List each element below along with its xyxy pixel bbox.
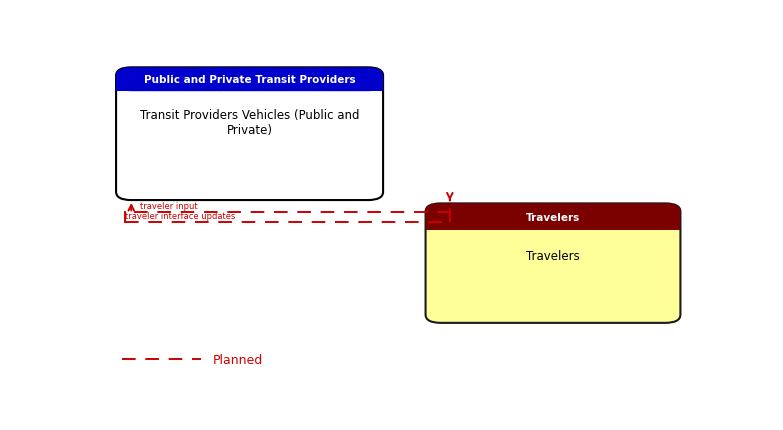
FancyBboxPatch shape	[116, 68, 383, 200]
FancyBboxPatch shape	[426, 204, 680, 230]
Text: Travelers: Travelers	[526, 250, 580, 263]
Text: traveler interface updates: traveler interface updates	[125, 212, 236, 221]
Text: Transit Providers Vehicles (Public and
Private): Transit Providers Vehicles (Public and P…	[140, 108, 359, 136]
Text: Planned: Planned	[213, 353, 263, 366]
Text: Public and Private Transit Providers: Public and Private Transit Providers	[144, 75, 355, 85]
Bar	[426, 216, 680, 230]
Text: Travelers: Travelers	[526, 212, 580, 222]
Bar	[116, 79, 383, 92]
FancyBboxPatch shape	[116, 68, 383, 92]
FancyBboxPatch shape	[426, 204, 680, 323]
Text: traveler input: traveler input	[140, 201, 198, 210]
